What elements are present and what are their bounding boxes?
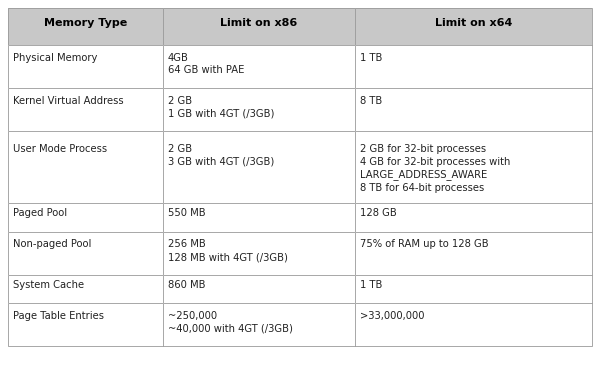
Bar [163,203,355,232]
Bar [355,232,592,275]
Bar [355,303,592,346]
Text: 2 GB
1 GB with 4GT (/3GB): 2 GB 1 GB with 4GT (/3GB) [168,96,274,119]
Text: 860 MB: 860 MB [168,280,205,290]
Bar [8,232,163,275]
Text: 2 GB for 32-bit processes
4 GB for 32-bit processes with
LARGE_ADDRESS_AWARE
8 T: 2 GB for 32-bit processes 4 GB for 32-bi… [361,144,511,193]
Bar [163,275,355,303]
Text: >33,000,000: >33,000,000 [361,311,425,321]
Text: ~250,000
~40,000 with 4GT (/3GB): ~250,000 ~40,000 with 4GT (/3GB) [168,311,293,334]
Bar [8,131,163,203]
Bar [355,275,592,303]
Text: 1 TB: 1 TB [361,52,383,63]
Text: Physical Memory: Physical Memory [13,52,97,63]
Text: Non-paged Pool: Non-paged Pool [13,239,91,249]
Bar [355,203,592,232]
Bar [355,203,592,232]
Bar [8,303,163,346]
Text: 1 TB: 1 TB [361,280,383,290]
Text: 2 GB
3 GB with 4GT (/3GB): 2 GB 3 GB with 4GT (/3GB) [168,144,274,167]
Bar [163,203,355,232]
Bar [355,45,592,88]
Bar [163,275,355,303]
Bar [8,88,163,131]
Bar [8,203,163,232]
Bar [163,88,355,131]
Bar [355,45,592,88]
Bar [355,131,592,203]
Bar [8,131,163,203]
Bar [163,303,355,346]
Bar [163,45,355,88]
Bar [163,8,355,45]
Bar [8,8,163,45]
Text: System Cache: System Cache [13,280,84,290]
Bar [163,131,355,203]
Bar [8,275,163,303]
Text: Memory Type: Memory Type [44,18,127,28]
Bar [163,88,355,131]
Bar [355,8,592,45]
Text: Limit on x86: Limit on x86 [220,18,298,28]
Bar [163,232,355,275]
Text: 8 TB: 8 TB [361,96,383,106]
Bar [8,303,163,346]
Bar [8,45,163,88]
Bar [8,232,163,275]
Bar [8,8,163,45]
Text: 75% of RAM up to 128 GB: 75% of RAM up to 128 GB [361,239,489,249]
Text: Page Table Entries: Page Table Entries [13,311,104,321]
Bar [163,45,355,88]
Text: User Mode Process: User Mode Process [13,144,107,154]
Text: 4GB
64 GB with PAE: 4GB 64 GB with PAE [168,52,244,75]
Bar [8,275,163,303]
Bar [8,88,163,131]
Bar [163,8,355,45]
Bar [355,275,592,303]
Text: Kernel Virtual Address: Kernel Virtual Address [13,96,124,106]
Bar [163,303,355,346]
Text: Limit on x64: Limit on x64 [435,18,512,28]
Bar [163,232,355,275]
Bar [355,8,592,45]
Bar [355,88,592,131]
Bar [163,131,355,203]
Text: 128 GB: 128 GB [361,208,397,218]
Bar [355,88,592,131]
Bar [8,203,163,232]
Text: 256 MB
128 MB with 4GT (/3GB): 256 MB 128 MB with 4GT (/3GB) [168,239,287,262]
Bar [355,303,592,346]
Text: 550 MB: 550 MB [168,208,205,218]
Bar [8,45,163,88]
Bar [355,131,592,203]
Bar [355,232,592,275]
Text: Paged Pool: Paged Pool [13,208,67,218]
